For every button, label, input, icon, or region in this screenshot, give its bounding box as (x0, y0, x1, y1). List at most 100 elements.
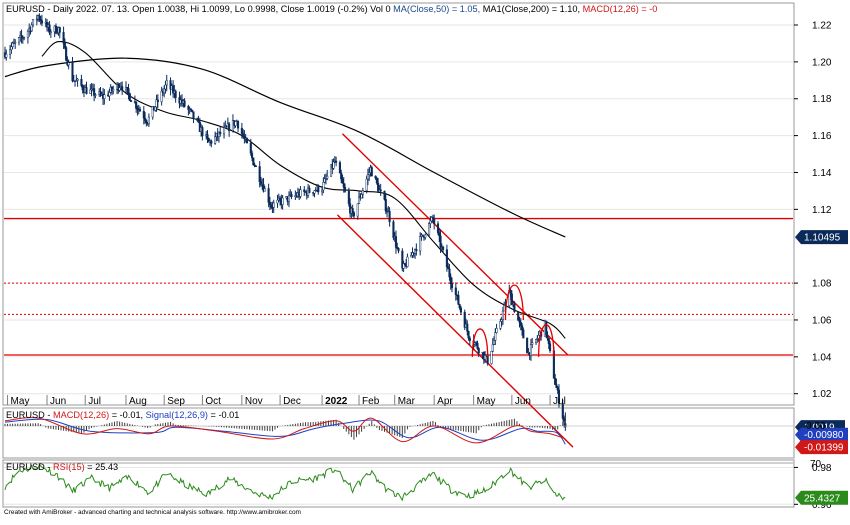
price-bar-body (174, 90, 177, 98)
month-label: Jun (50, 396, 66, 407)
price-bar-body (406, 256, 409, 267)
price-bar-body (555, 384, 558, 388)
rsi-panel (2, 459, 795, 508)
price-bar-body (263, 188, 266, 192)
price-bar-body (58, 27, 61, 33)
price-bar-body (290, 194, 293, 197)
price-bar-body (442, 246, 445, 250)
price-bar-body (534, 339, 538, 343)
month-grid (7, 395, 551, 405)
price-bar-body (222, 127, 226, 135)
price-bar-body (94, 94, 97, 96)
macd-panel-frame (2, 407, 795, 459)
price-bar-body (466, 323, 469, 332)
price-bar-body (108, 92, 111, 97)
price-bar-body (254, 165, 257, 167)
ma50-line (41, 40, 566, 339)
price-bar-body (237, 120, 240, 129)
price-bar-body (142, 111, 145, 119)
price-bar-body (557, 389, 561, 404)
price-bar-body (517, 311, 520, 321)
price-bar-body (467, 331, 470, 339)
price-bar-body (163, 88, 166, 94)
price-bar-body (492, 340, 496, 345)
price-bar-body (270, 204, 273, 208)
price-bar-body (76, 78, 79, 81)
price-bar-body (529, 344, 533, 356)
price-bar-body (450, 283, 454, 289)
price-bar-body (545, 320, 548, 336)
rsi-header: EURUSD - RSI(15) = 25.43 (6, 462, 118, 472)
horizontal-levels (4, 217, 793, 356)
pattern-arc (471, 328, 489, 357)
price-axis: 1.22 1.20 1.18 1.16 1.14 1.12 1.08 1.06 1.04 1.02… (794, 21, 832, 511)
price-bar-body (317, 185, 320, 193)
month-label: Jun (515, 396, 531, 407)
price-bar-body (308, 187, 311, 193)
price-bar-body (127, 88, 130, 94)
price-bar-body (112, 89, 115, 92)
price-bar-body (531, 342, 534, 345)
price-bar-body (401, 250, 404, 269)
price-bar-body (397, 248, 400, 252)
price-bar-body (183, 100, 186, 107)
macd-value-badge: -0.00980 (795, 427, 848, 442)
price-bar-body (370, 167, 373, 177)
price-bar-body (252, 157, 255, 166)
signal-value-badge-text: -0.01399 (804, 443, 844, 454)
price-bar-body (5, 53, 8, 58)
price-tick-label: 1.22 (812, 21, 832, 32)
price-bar-body (415, 249, 418, 252)
price-bar-body (191, 109, 194, 112)
price-bar-body (11, 42, 14, 47)
price-bar-body (338, 162, 341, 174)
price-bar-body (17, 37, 21, 43)
price-bar-body (368, 172, 371, 175)
price-tick-label: 0.96 (812, 500, 832, 511)
ma200-line (4, 57, 566, 238)
price-bar-body (546, 335, 549, 339)
price-bar-body (71, 62, 74, 82)
price-tick-label: 1.06 (812, 315, 832, 326)
price-bar-body (313, 190, 316, 194)
price-bar-body (249, 142, 252, 154)
price-bar-body (388, 210, 391, 223)
price-bar-body (121, 86, 124, 90)
price-bar-body (63, 42, 66, 48)
price-bar-body (54, 25, 57, 34)
ma200-value-badge: 1.10495 (795, 230, 848, 245)
price-bar-body (419, 236, 422, 252)
price-bar-body (360, 194, 363, 199)
price-bar-body (494, 332, 497, 341)
month-label: May (11, 396, 30, 407)
price-bar-body (366, 174, 369, 180)
price-bar-body (563, 417, 566, 422)
rsi-70-tick: 70 (810, 459, 822, 470)
trend-line (336, 214, 574, 448)
price-bar-body (234, 121, 237, 126)
price-bar-body (130, 100, 133, 102)
macd-panel (2, 407, 795, 459)
rsi-series (4, 462, 793, 502)
price-bar-body (240, 127, 243, 134)
price-tick-label: 1.12 (812, 205, 832, 216)
price-bar-body (513, 304, 516, 312)
price-bar-body (561, 403, 564, 419)
month-label: Oct (205, 396, 221, 407)
price-bar-body (26, 30, 29, 38)
price-bar-body (322, 182, 325, 191)
price-bar-body (192, 111, 195, 119)
price-bar-body (30, 24, 33, 32)
price-bar-body (38, 15, 41, 20)
price-bar-body (335, 160, 338, 163)
price-bar-body (89, 89, 92, 94)
price-bar-body (458, 304, 461, 309)
rsi-value-badge-shape (795, 490, 848, 505)
pattern-arc (504, 284, 524, 320)
pattern-arc (537, 324, 555, 357)
price-bar-body (259, 181, 263, 185)
price-bar-body (447, 266, 450, 270)
price-bar-body (219, 131, 222, 135)
month-label: Aug (129, 396, 147, 407)
macd-header: EURUSD - MACD(12,26) = -0.01, Signal(12,… (6, 410, 239, 420)
